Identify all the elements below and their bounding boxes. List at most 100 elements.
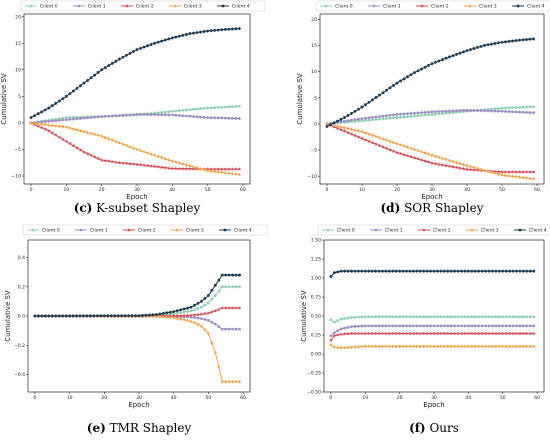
series-client-3 bbox=[29, 121, 241, 177]
data-point bbox=[82, 129, 86, 134]
data-point bbox=[171, 314, 176, 318]
data-point bbox=[532, 177, 535, 181]
data-point bbox=[397, 331, 402, 336]
legend-label: Client 1 bbox=[90, 228, 108, 234]
data-point bbox=[217, 325, 221, 328]
data-point bbox=[531, 331, 536, 336]
data-point bbox=[430, 113, 434, 116]
data-point bbox=[449, 344, 453, 349]
x-axis-label: Epoch bbox=[421, 193, 442, 201]
y-tick-label: −10 bbox=[11, 174, 21, 180]
data-point bbox=[206, 29, 210, 33]
data-point bbox=[75, 117, 79, 121]
data-point bbox=[525, 315, 529, 319]
data-point bbox=[525, 110, 528, 114]
data-point bbox=[178, 313, 183, 318]
data-point bbox=[99, 158, 104, 162]
data-point bbox=[409, 111, 413, 115]
data-point bbox=[185, 32, 188, 37]
data-point bbox=[463, 344, 467, 349]
x-tick-label: 0 bbox=[326, 187, 329, 193]
data-point bbox=[128, 51, 132, 56]
data-point bbox=[515, 315, 518, 319]
data-point bbox=[518, 175, 521, 179]
data-point bbox=[441, 156, 444, 161]
data-point bbox=[484, 315, 487, 319]
legend-label: Client 1 bbox=[88, 4, 106, 10]
data-point bbox=[353, 315, 357, 319]
data-point bbox=[364, 103, 367, 107]
data-point bbox=[209, 169, 213, 173]
data-point bbox=[461, 166, 466, 171]
data-point bbox=[202, 167, 206, 172]
data-point bbox=[71, 143, 76, 148]
data-point bbox=[332, 121, 336, 125]
data-point bbox=[43, 108, 47, 112]
data-point bbox=[384, 269, 388, 273]
data-point bbox=[195, 30, 199, 35]
data-point bbox=[192, 312, 197, 317]
data-point bbox=[230, 116, 234, 120]
data-point bbox=[370, 315, 374, 319]
data-point bbox=[223, 305, 228, 310]
data-point bbox=[363, 315, 367, 319]
data-point bbox=[411, 331, 416, 336]
data-point bbox=[422, 344, 426, 349]
data-point bbox=[477, 315, 481, 319]
legend-marker bbox=[326, 228, 330, 232]
data-point bbox=[434, 112, 437, 116]
data-point bbox=[521, 331, 526, 336]
data-point bbox=[412, 155, 417, 160]
data-point bbox=[418, 331, 423, 336]
data-point bbox=[401, 344, 405, 349]
data-point bbox=[227, 305, 232, 310]
data-point bbox=[175, 311, 179, 315]
data-point bbox=[227, 105, 231, 109]
data-point bbox=[193, 308, 196, 312]
data-point bbox=[374, 115, 378, 119]
data-point bbox=[360, 324, 364, 328]
data-point bbox=[438, 331, 443, 336]
legend-marker bbox=[372, 4, 376, 8]
data-point bbox=[411, 324, 415, 328]
chart-panel-4: Client 0 Client 1 Client 2 Client 3 Client 4… bbox=[300, 224, 550, 435]
data-point bbox=[427, 63, 430, 68]
data-point bbox=[203, 318, 207, 321]
data-point bbox=[501, 324, 505, 328]
data-point bbox=[387, 344, 391, 349]
data-point bbox=[470, 315, 474, 319]
x-tick-label: 10 bbox=[359, 187, 365, 193]
data-point bbox=[196, 301, 200, 305]
data-point bbox=[437, 112, 441, 116]
data-point bbox=[224, 273, 228, 277]
data-point bbox=[224, 379, 228, 384]
data-point bbox=[521, 269, 525, 273]
data-point bbox=[145, 163, 150, 168]
data-point bbox=[156, 113, 160, 117]
data-point bbox=[339, 127, 343, 132]
data-point bbox=[110, 138, 114, 142]
data-point bbox=[491, 269, 494, 273]
y-tick-label: 0.25 bbox=[311, 333, 321, 339]
data-point bbox=[325, 122, 329, 126]
chart-panel-1: Client 0 Client 1 Client 2 Client 3 Client 4… bbox=[0, 0, 266, 215]
series-client-4 bbox=[329, 269, 536, 279]
data-point bbox=[353, 109, 357, 113]
data-point bbox=[188, 108, 192, 112]
legend-marker bbox=[374, 228, 378, 232]
data-point bbox=[458, 166, 462, 170]
data-point bbox=[230, 167, 235, 171]
data-point bbox=[476, 45, 479, 50]
data-point bbox=[213, 116, 217, 120]
data-point bbox=[449, 331, 454, 336]
data-point bbox=[234, 305, 239, 310]
data-point bbox=[377, 331, 381, 336]
y-tick-label: 15 bbox=[311, 43, 317, 49]
data-point bbox=[343, 326, 347, 330]
y-tick-label: 1.50 bbox=[311, 238, 321, 244]
data-point bbox=[356, 324, 360, 328]
data-point bbox=[227, 27, 231, 31]
data-point bbox=[123, 314, 127, 318]
data-point bbox=[174, 109, 178, 113]
data-point bbox=[472, 46, 476, 51]
